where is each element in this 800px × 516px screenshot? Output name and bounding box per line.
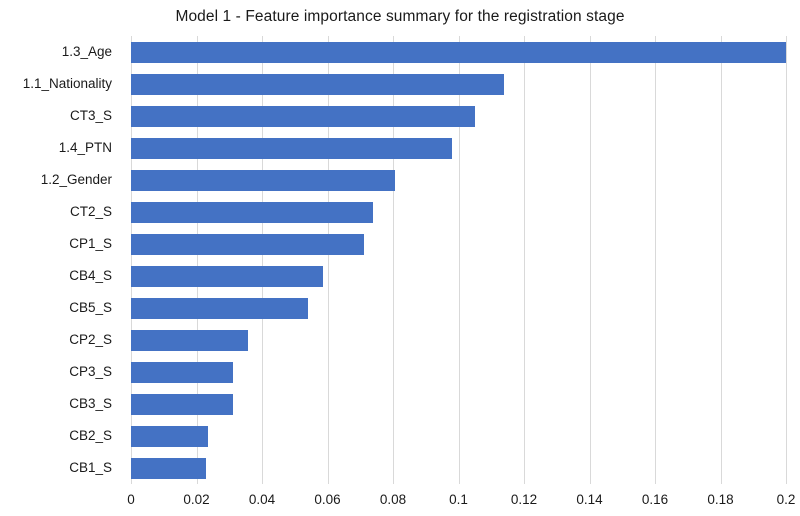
y-category-label: CT3_S [69, 108, 112, 123]
bar-CP2_S [131, 329, 249, 351]
gridline [458, 36, 460, 484]
gridline [589, 36, 591, 484]
gridline [393, 36, 394, 484]
x-tick-label: 0.02 [183, 492, 210, 507]
x-tick-label: 0.18 [707, 492, 734, 507]
y-category-label: CB3_S [69, 396, 112, 411]
x-tick-label: 0.16 [641, 492, 669, 507]
bar-CB3_S [131, 393, 233, 415]
x-tick-label: 0 [127, 492, 135, 507]
x-tick-label: 0.06 [314, 492, 341, 507]
y-category-label: CT2_S [69, 204, 112, 219]
bar-CP1_S [131, 233, 365, 255]
y-category-label: CB1_S [69, 460, 112, 475]
bar-CT3_S [131, 105, 475, 127]
gridline [720, 36, 722, 484]
x-tick-label: 0.04 [248, 492, 276, 507]
chart-title: Model 1 - Feature importance summary for… [175, 8, 625, 25]
bar-CB4_S [131, 265, 323, 287]
x-tick-label: 0.2 [776, 492, 796, 507]
y-category-label: CP3_S [69, 364, 112, 379]
y-category-label: 1.2_Gender [40, 172, 112, 187]
gridline [327, 36, 329, 484]
bar-1.3_Age [131, 41, 786, 63]
y-category-label: 1.1_Nationality [22, 76, 112, 91]
y-category-label: CP2_S [69, 332, 112, 347]
x-axis-labels: 0 0.02 0.04 0.06 0.08 0.1 0.12 0.14 0.16 0.18 0.2 [0, 492, 800, 512]
x-tick-label: 0.08 [379, 492, 407, 507]
bar-CB2_S [131, 425, 208, 447]
bar-CP3_S [131, 361, 234, 383]
bar-CB1_S [131, 457, 206, 479]
y-category-label: CB4_S [69, 268, 112, 283]
x-tick-label: 0.12 [510, 492, 538, 507]
y-category-label: CB5_S [69, 300, 112, 315]
gridline [524, 36, 525, 484]
y-axis-labels: 1.3_Age 1.1_Nationality CT3_S 1.4_PTN 1.2_Ge… [0, 36, 112, 484]
gridline [196, 36, 198, 484]
gridline [131, 36, 132, 484]
bar-CB5_S [131, 297, 308, 319]
x-tick-label: 0.14 [576, 492, 603, 507]
y-category-label: CB2_S [69, 428, 112, 443]
bar-1.4_PTN [131, 137, 452, 159]
gridline [786, 36, 787, 484]
bar-1.1_Nationality [131, 73, 505, 95]
y-category-label: CP1_S [69, 236, 112, 251]
gridline [655, 36, 656, 484]
x-tick-label: 0.1 [449, 492, 468, 507]
y-category-label: 1.3_Age [61, 44, 112, 59]
plot-area [131, 36, 787, 484]
bar-1.2_Gender [131, 169, 395, 191]
bar-CT2_S [131, 201, 374, 223]
y-category-label: 1.4_PTN [58, 140, 112, 155]
gridline [262, 36, 263, 484]
